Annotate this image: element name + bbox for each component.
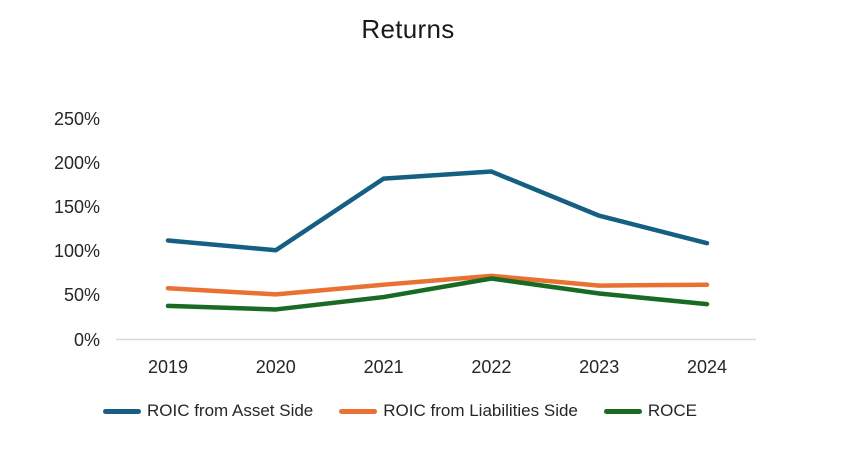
y-tick-label-50: 50% xyxy=(63,285,100,306)
x-tick-label-2024: 2024 xyxy=(686,357,728,377)
x-tick-label-2023: 2023 xyxy=(579,357,620,377)
y-tick-label-100: 100% xyxy=(53,241,100,262)
series-line-roic-from-liabilities-side xyxy=(165,273,710,297)
x-tick-label-2020: 2020 xyxy=(255,357,296,377)
x-tick-label-2019: 2019 xyxy=(147,357,189,377)
legend-label-roce: ROCE xyxy=(647,401,698,420)
y-tick-label-150: 150% xyxy=(53,196,100,217)
legend-swatch-roce xyxy=(603,408,642,414)
y-tick-label-250: 250% xyxy=(53,108,100,129)
x-tick-label-2021: 2021 xyxy=(363,357,404,377)
y-tick-label-200: 200% xyxy=(53,152,100,173)
legend-swatch-roic-from-liabilities-side xyxy=(339,408,378,414)
x-tick-label-2022: 2022 xyxy=(471,357,512,377)
chart-title: Returns xyxy=(361,14,455,44)
legend-item-roic-from-liabilities-side: ROIC from Liabilities Side xyxy=(339,401,578,421)
y-tick-label-0: 0% xyxy=(73,329,100,350)
legend-label-roic-from-asset-side: ROIC from Asset Side xyxy=(146,401,314,420)
legend-item-roic-from-asset-side: ROIC from Asset Side xyxy=(102,401,314,421)
series-line-roic-from-asset-side xyxy=(165,169,710,253)
legend-swatch-roic-from-asset-side xyxy=(102,408,141,414)
legend-label-roic-from-liabilities-side: ROIC from Liabilities Side xyxy=(383,401,578,420)
legend-item-roce: ROCE xyxy=(603,401,698,421)
series-line-roce xyxy=(165,276,710,312)
chart-legend: ROIC from Asset Side ROIC from Liabilitie… xyxy=(0,401,800,421)
